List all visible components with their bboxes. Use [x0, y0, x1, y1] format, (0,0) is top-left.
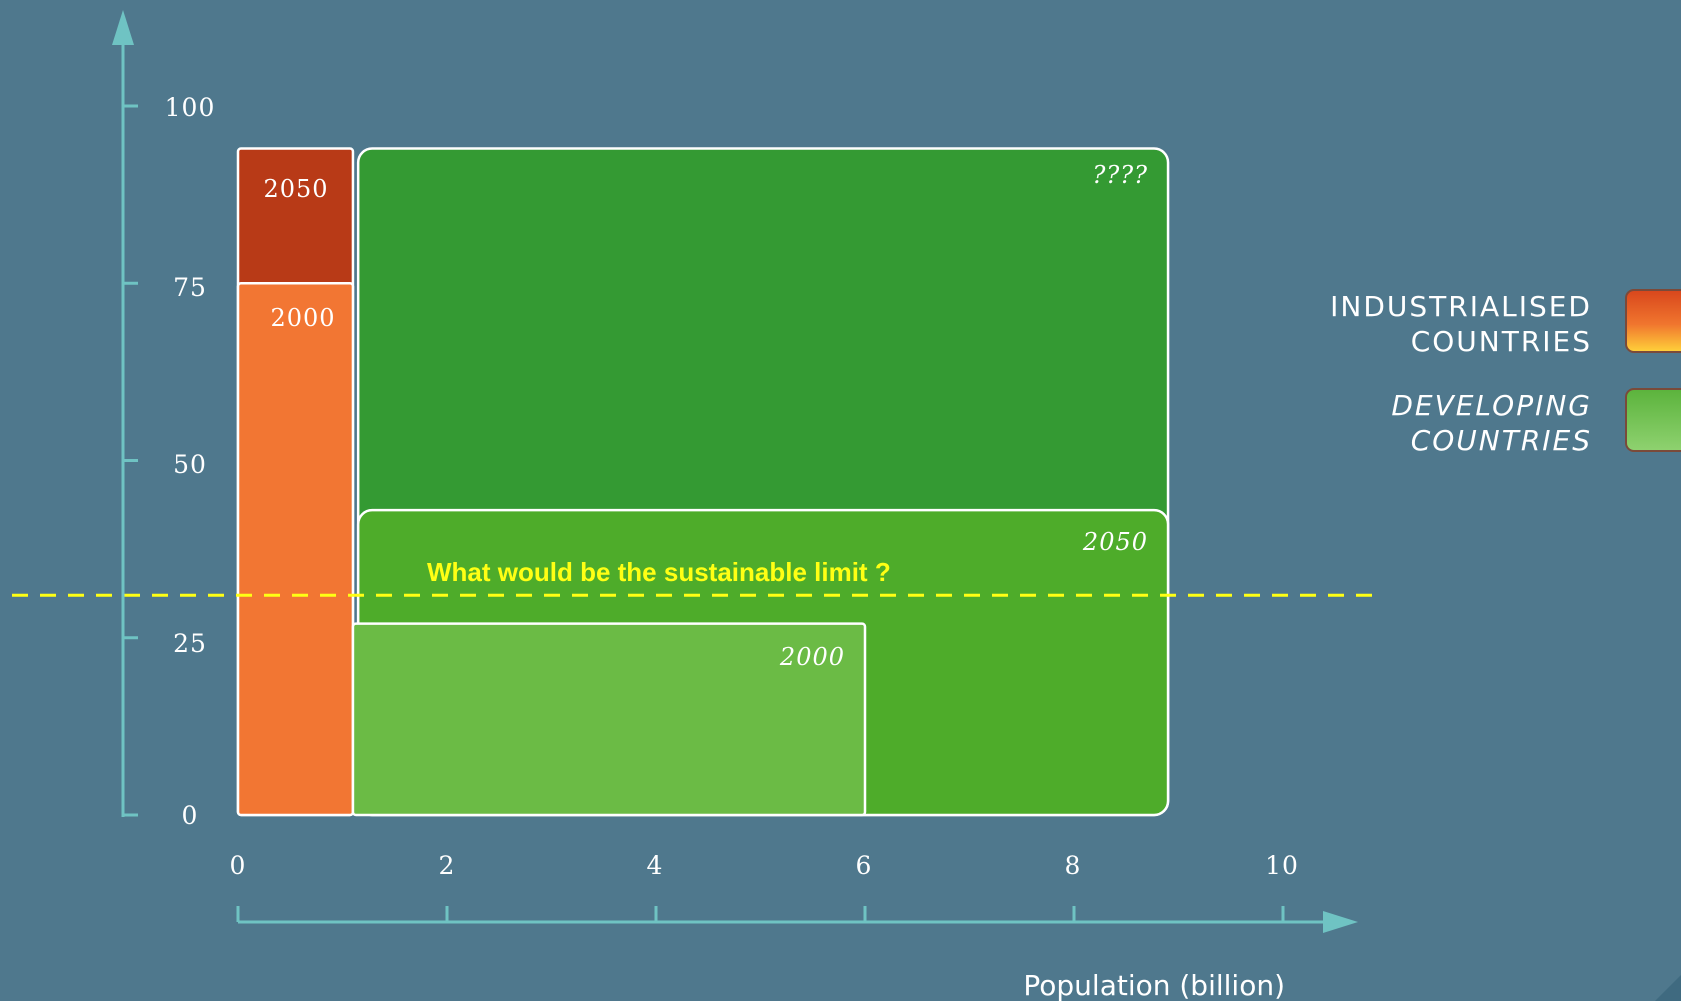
legend-label-developing-line2: COUNTRIES: [1411, 424, 1592, 457]
legend: INDUSTRIALISED COUNTRIES DEVELOPING COUN…: [1330, 289, 1681, 457]
bar-label-developing-2000: 2000: [779, 643, 845, 671]
x-tick-label-2: 2: [439, 851, 456, 880]
bar-label-industrialised-2050: 2050: [263, 175, 328, 203]
y-tick-label-25: 25: [173, 629, 207, 658]
x-axis-title: Population (billion): [1023, 969, 1285, 1001]
x-ticks: [236, 906, 1285, 922]
x-axis-arrow-icon: [1323, 911, 1358, 933]
bar-label-developing-2050: 2050: [1082, 528, 1148, 556]
legend-swatch-developing: [1625, 388, 1681, 452]
y-tick-label-100: 100: [165, 93, 216, 122]
x-tick-label-0: 0: [230, 851, 247, 880]
x-tick-label-8: 8: [1065, 851, 1082, 880]
x-tick-label-10: 10: [1265, 851, 1299, 880]
y-tick-label-0: 0: [182, 801, 199, 830]
legend-label-industrialised-line2: COUNTRIES: [1411, 325, 1592, 358]
y-tick-label-75: 75: [173, 273, 207, 302]
y-tick-label-50: 50: [173, 450, 207, 479]
legend-swatch-industrialised: [1625, 289, 1681, 353]
x-tick-label-6: 6: [856, 851, 873, 880]
page-corner-decoration: [1655, 975, 1681, 1001]
legend-label-developing-line1: DEVELOPING: [1391, 389, 1592, 422]
y-ticks: [123, 104, 138, 817]
legend-label-industrialised-line1: INDUSTRIALISED: [1330, 290, 1592, 323]
y-axis-arrow-icon: [112, 10, 134, 45]
sustainable-limit-annotation: What would be the sustainable limit ?: [427, 557, 891, 587]
bar-industrialised-2000: [236, 282, 355, 817]
bar-label-industrialised-2000: 2000: [270, 304, 335, 332]
bar-developing-2000: [351, 622, 867, 817]
bar-label-developing-unknown: ????: [1093, 161, 1148, 189]
bars-layer: [236, 147, 1170, 817]
x-tick-label-4: 4: [647, 851, 664, 880]
